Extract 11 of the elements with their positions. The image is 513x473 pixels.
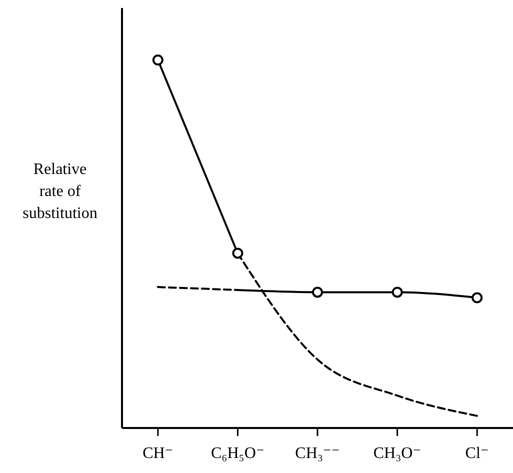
point (392, 286, 403, 298)
point (472, 292, 483, 304)
point (312, 286, 323, 298)
x-tick-label: CH₃⁻⁻ (295, 445, 340, 462)
y-axis-title: Relative rate of substitution (22, 161, 98, 222)
x-tick-label: C₆H₅O⁻ (211, 445, 264, 462)
x-tick-label: Cl⁻ (465, 445, 489, 462)
point (152, 54, 164, 66)
point (232, 248, 244, 259)
x-tick-label: CH⁻ (142, 445, 174, 462)
x-tick-label: CH₃O⁻ (373, 445, 422, 462)
